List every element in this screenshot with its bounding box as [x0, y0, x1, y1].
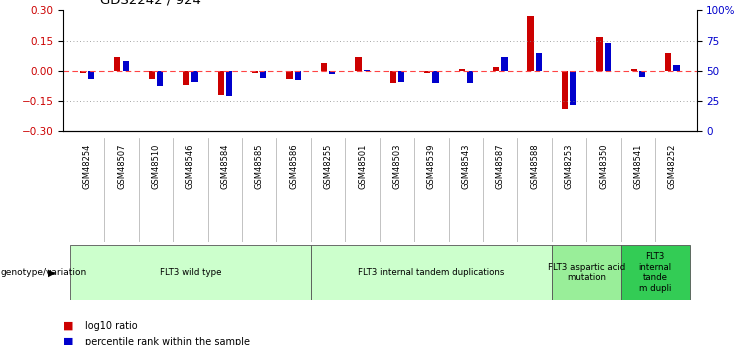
- Text: percentile rank within the sample: percentile rank within the sample: [85, 337, 250, 345]
- Text: GSM48350: GSM48350: [599, 143, 608, 189]
- Bar: [321, 63, 327, 71]
- Text: GSM48252: GSM48252: [668, 143, 677, 189]
- Text: GSM48546: GSM48546: [186, 143, 195, 189]
- Text: ■: ■: [63, 321, 73, 331]
- Text: GSM48539: GSM48539: [427, 143, 436, 189]
- Text: GDS2242 / 924: GDS2242 / 924: [100, 0, 201, 7]
- Bar: [459, 69, 465, 71]
- Text: FLT3 wild type: FLT3 wild type: [159, 268, 221, 277]
- Bar: [329, 71, 336, 75]
- Text: GSM48585: GSM48585: [255, 143, 264, 189]
- Bar: [605, 43, 611, 71]
- FancyBboxPatch shape: [621, 245, 690, 300]
- Text: ■: ■: [63, 337, 73, 345]
- Bar: [149, 71, 155, 79]
- Bar: [398, 71, 404, 82]
- Bar: [631, 69, 637, 71]
- Text: FLT3 aspartic acid
mutation: FLT3 aspartic acid mutation: [548, 263, 625, 282]
- Text: GSM48510: GSM48510: [151, 143, 161, 189]
- Bar: [218, 71, 224, 95]
- Bar: [570, 71, 576, 105]
- Bar: [122, 61, 129, 71]
- Bar: [252, 71, 258, 73]
- Text: GSM48253: GSM48253: [565, 143, 574, 189]
- Text: genotype/variation: genotype/variation: [1, 268, 87, 277]
- Bar: [364, 70, 370, 71]
- Text: GSM48507: GSM48507: [117, 143, 126, 189]
- Text: GSM48588: GSM48588: [531, 143, 539, 189]
- Bar: [356, 57, 362, 71]
- Bar: [424, 71, 431, 73]
- Text: ▶: ▶: [48, 268, 56, 277]
- Text: GSM48255: GSM48255: [324, 143, 333, 189]
- Bar: [536, 52, 542, 71]
- FancyBboxPatch shape: [552, 245, 621, 300]
- Bar: [287, 71, 293, 79]
- Bar: [502, 57, 508, 71]
- Bar: [157, 71, 163, 87]
- Bar: [260, 71, 267, 78]
- Bar: [191, 71, 198, 82]
- Text: GSM48501: GSM48501: [358, 143, 367, 189]
- Bar: [114, 57, 121, 71]
- Text: GSM48254: GSM48254: [82, 143, 92, 189]
- Bar: [639, 71, 645, 77]
- Bar: [80, 71, 86, 73]
- Text: FLT3 internal tandem duplications: FLT3 internal tandem duplications: [358, 268, 505, 277]
- Bar: [528, 17, 534, 71]
- Text: log10 ratio: log10 ratio: [85, 321, 138, 331]
- Text: GSM48587: GSM48587: [496, 143, 505, 189]
- FancyBboxPatch shape: [311, 245, 552, 300]
- Text: GSM48584: GSM48584: [220, 143, 229, 189]
- Text: GSM48586: GSM48586: [289, 143, 298, 189]
- Bar: [493, 67, 499, 71]
- Bar: [390, 71, 396, 83]
- Text: FLT3
internal
tande
m dupli: FLT3 internal tande m dupli: [639, 253, 672, 293]
- Bar: [433, 71, 439, 83]
- Bar: [674, 65, 679, 71]
- Bar: [665, 52, 671, 71]
- Text: GSM48543: GSM48543: [462, 143, 471, 189]
- Bar: [597, 37, 602, 71]
- Bar: [183, 71, 190, 85]
- Text: GSM48503: GSM48503: [393, 143, 402, 189]
- Bar: [226, 71, 232, 96]
- Text: GSM48541: GSM48541: [634, 143, 642, 189]
- FancyBboxPatch shape: [70, 245, 311, 300]
- Bar: [295, 71, 301, 80]
- Bar: [562, 71, 568, 109]
- Bar: [88, 71, 94, 79]
- Bar: [467, 71, 473, 83]
